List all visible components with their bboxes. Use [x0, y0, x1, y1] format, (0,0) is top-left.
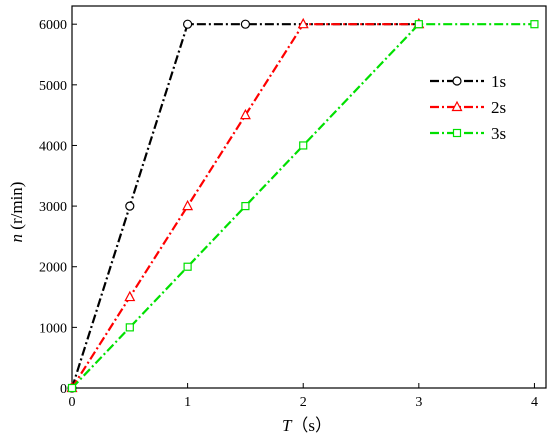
data-point-3s [67, 383, 77, 393]
data-point-3s [183, 262, 192, 271]
y-tick-label: 6000 [39, 18, 67, 33]
plot-frame [71, 5, 547, 389]
data-point-2s [239, 108, 251, 120]
series-3s [67, 20, 539, 393]
data-point-1s [183, 19, 193, 29]
legend-label-3s: 3s [491, 124, 506, 143]
legend-marker-3s [452, 128, 462, 138]
data-point-3s [299, 141, 308, 150]
data-point-3s [241, 201, 250, 211]
x-axis-label: T（s） [282, 416, 332, 435]
legend-marker-2s [451, 100, 463, 112]
x-tick-label: 0 [69, 395, 76, 410]
y-axis-unit: (r/min) [7, 182, 26, 234]
y-tick-label: 0 [60, 382, 67, 397]
data-point-2s [124, 290, 136, 302]
x-axis-unit: （s） [291, 416, 332, 435]
axes-frame [71, 5, 547, 389]
y-axis-variable: n [7, 234, 26, 243]
data-point-3s [530, 20, 539, 29]
data-point-1s [240, 19, 251, 29]
legend-label-2s: 2s [491, 98, 506, 117]
y-axis-label: n (r/min) [7, 182, 26, 243]
legend-label-1s: 1s [491, 72, 506, 91]
series-line-3s [71, 23, 535, 389]
data-point-2s [297, 17, 309, 29]
data-point-3s [414, 20, 423, 29]
y-tick-label: 5000 [39, 79, 67, 94]
data-point-3s [125, 323, 134, 332]
legend: 1s 2s 3s [430, 72, 506, 143]
x-tick-label: 4 [531, 395, 538, 410]
x-axis-variable: T [282, 416, 293, 435]
y-tick-label: 3000 [39, 200, 67, 215]
data-point-1s [125, 201, 135, 211]
x-tick-label: 3 [415, 395, 422, 410]
legend-marker-1s [452, 76, 462, 86]
y-tick-label: 4000 [39, 139, 67, 154]
y-tick-label: 2000 [39, 261, 67, 276]
y-tick-label: 1000 [39, 321, 67, 336]
data-point-2s [182, 199, 194, 211]
tick-labels: 0 1 2 3 4 0 1000 2000 3000 4000 5000 6000 [39, 18, 538, 410]
series-layer [66, 17, 539, 393]
x-tick-label: 1 [184, 395, 191, 410]
x-tick-label: 2 [300, 395, 307, 410]
